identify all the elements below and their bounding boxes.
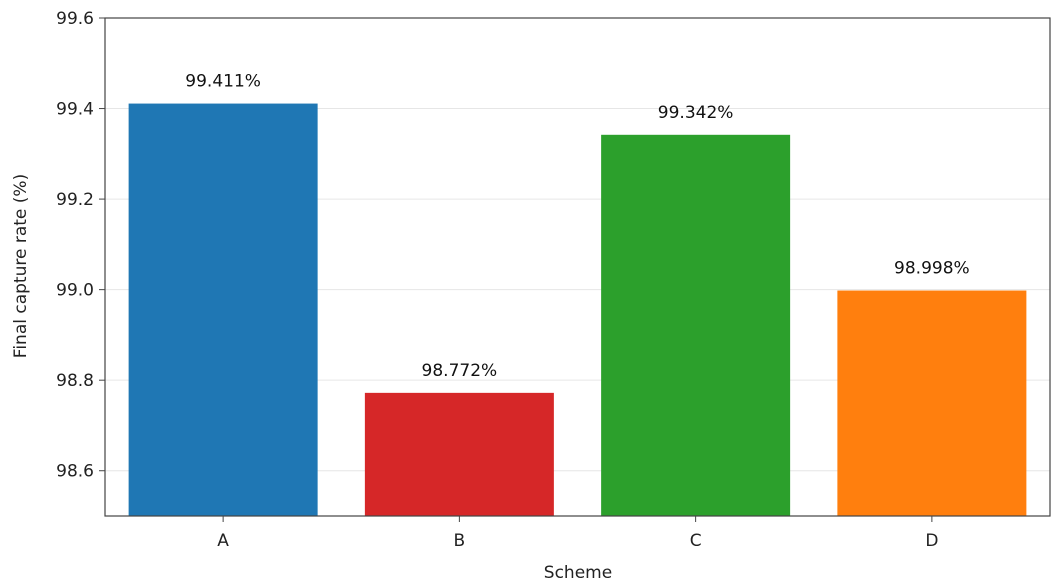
x-tick-label: D <box>925 531 938 551</box>
data-labels: 99.411% 98.772% 99.342% 98.998% <box>185 72 969 381</box>
x-tick-label: A <box>217 531 229 551</box>
data-label-b: 98.772% <box>422 361 498 381</box>
data-label-a: 99.411% <box>185 72 261 92</box>
bar-b <box>364 392 554 516</box>
bar-c <box>601 134 791 516</box>
y-tick-label: 98.8 <box>56 371 94 391</box>
y-axis-title: Final capture rate (%) <box>11 174 31 358</box>
plot-frame <box>104 17 1051 517</box>
bar-a <box>128 103 318 516</box>
x-axis: A B C D <box>217 516 938 551</box>
y-tick-label: 99.6 <box>56 9 94 29</box>
y-tick-label: 98.6 <box>56 462 94 482</box>
x-axis-title: Scheme <box>544 563 612 583</box>
x-tick-label: C <box>690 531 702 551</box>
y-tick-label: 99.2 <box>56 190 94 210</box>
data-label-c: 99.342% <box>658 103 734 123</box>
y-tick-label: 99.4 <box>56 100 94 120</box>
y-tick-label: 99.0 <box>56 281 94 301</box>
data-label-d: 98.998% <box>894 259 970 279</box>
y-axis: 98.6 98.8 99.0 99.2 99.4 99.6 <box>56 9 105 482</box>
bar-d <box>837 290 1027 516</box>
bars <box>128 103 1027 516</box>
x-tick-label: B <box>454 531 466 551</box>
